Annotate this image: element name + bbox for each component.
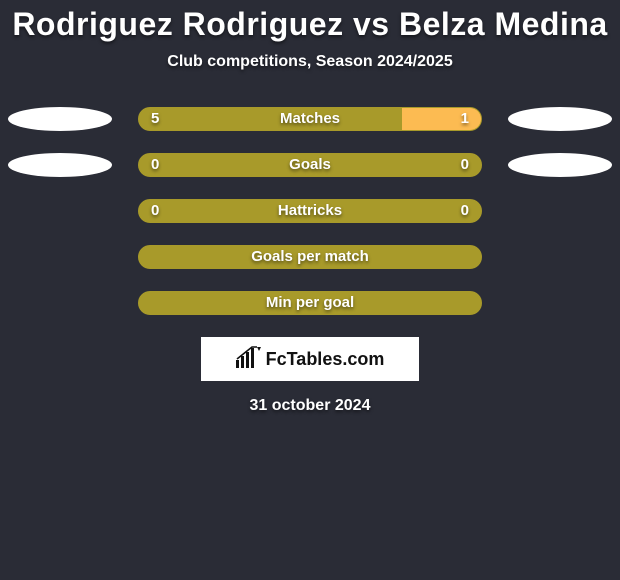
stat-row: Goals0 0 [0, 153, 620, 177]
page-subtitle: Club competitions, Season 2024/2025 [0, 53, 620, 71]
stat-bar: Min per goal [138, 291, 482, 315]
logo-text: FcTables.com [266, 349, 385, 370]
stat-value-left: 0 [151, 154, 159, 176]
stat-value-right: 0 [461, 154, 469, 176]
stat-value-left: 5 [151, 108, 159, 130]
stat-row: Hattricks0 0 [0, 199, 620, 223]
page-title: Rodriguez Rodriguez vs Belza Medina [0, 0, 620, 43]
logo-box: FcTables.com [201, 337, 419, 381]
stat-label: Goals [139, 154, 481, 176]
stat-label: Goals per match [139, 246, 481, 268]
stat-row: Matches5 1 [0, 107, 620, 131]
left-badge-ellipse [8, 107, 112, 131]
right-badge-ellipse [508, 107, 612, 131]
stat-value-right: 1 [461, 108, 469, 130]
stat-value-left: 0 [151, 200, 159, 222]
date-text: 31 october 2024 [0, 397, 620, 415]
stat-value-right: 0 [461, 200, 469, 222]
stat-label: Min per goal [139, 292, 481, 314]
stat-bar: Hattricks0 0 [138, 199, 482, 223]
stat-bar: Matches5 1 [138, 107, 482, 131]
left-badge-ellipse [8, 153, 112, 177]
stat-row: Min per goal [0, 291, 620, 315]
logo-chart-icon [236, 346, 262, 373]
stat-label: Matches [139, 108, 481, 130]
stat-label: Hattricks [139, 200, 481, 222]
stat-row: Goals per match [0, 245, 620, 269]
stat-bar: Goals0 0 [138, 153, 482, 177]
stat-bar: Goals per match [138, 245, 482, 269]
comparison-chart: Matches51Goals00Hattricks00Goals per mat… [0, 107, 620, 315]
right-badge-ellipse [508, 153, 612, 177]
